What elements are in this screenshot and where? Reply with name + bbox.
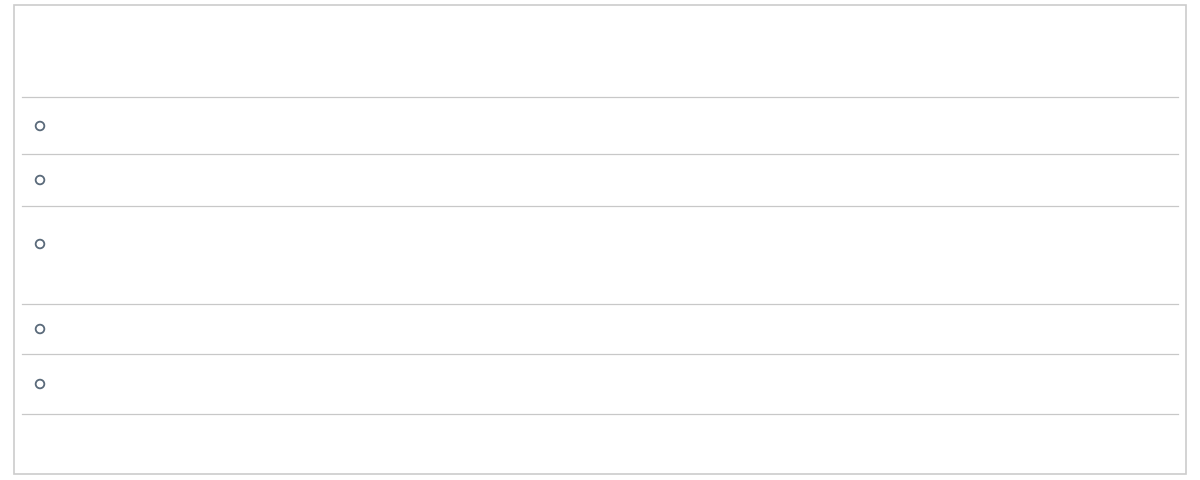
Text: The marginal revenue product of capital equals its marginal expense.: The marginal revenue product of capital …: [60, 375, 763, 394]
Text: All of these answers are correct.: All of these answers are correct.: [60, 172, 385, 191]
Text: The wage divided by the marginal product of labor equals the cost of capital div: The wage divided by the marginal product…: [60, 217, 1163, 264]
Text: In the long run, a profit-maximizing firm will adjust its employment of capital : In the long run, a profit-maximizing fir…: [28, 30, 1049, 50]
Text: None of these answers is correct.: None of these answers is correct.: [60, 320, 397, 339]
Text: The marginal revenue product of labor equals its marginal expense.: The marginal revenue product of labor eq…: [60, 118, 746, 137]
